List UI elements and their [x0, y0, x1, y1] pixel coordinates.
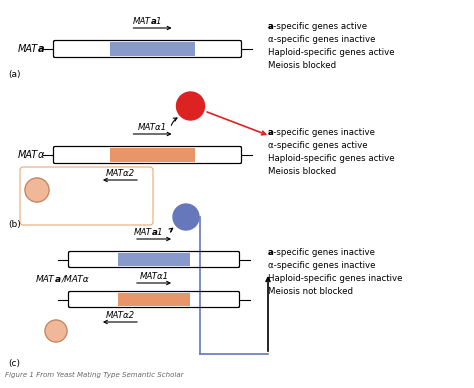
Text: (b): (b) [8, 220, 21, 229]
Bar [118, 293, 190, 306]
Text: MAT: MAT [134, 228, 152, 237]
Text: (c): (c) [8, 359, 20, 368]
Bar [118, 253, 190, 266]
Text: Haploid-specific genes active: Haploid-specific genes active [268, 154, 395, 163]
Text: a: a [152, 228, 158, 237]
Text: 1: 1 [155, 17, 161, 26]
Text: 1: 1 [157, 228, 163, 237]
Text: MATα1: MATα1 [139, 272, 169, 281]
Text: Meiosis blocked: Meiosis blocked [268, 61, 336, 70]
Text: a-specific genes inactive: a-specific genes inactive [268, 128, 375, 137]
Text: MATα1: MATα1 [138, 123, 167, 132]
Text: a: a [151, 17, 156, 26]
Bar [110, 148, 195, 162]
Text: a-specific genes active: a-specific genes active [268, 22, 367, 31]
Circle shape [176, 92, 204, 120]
Text: MAT: MAT [133, 17, 151, 26]
Text: MAT: MAT [18, 150, 38, 160]
Text: a: a [268, 22, 274, 31]
FancyBboxPatch shape [54, 40, 241, 57]
Text: α-specific genes inactive: α-specific genes inactive [268, 35, 375, 44]
Text: MAT: MAT [36, 275, 55, 284]
Bar [110, 42, 195, 56]
Text: MATα2: MATα2 [105, 169, 135, 178]
Text: α-specific genes active: α-specific genes active [268, 141, 368, 150]
Text: Haploid-specific genes inactive: Haploid-specific genes inactive [268, 274, 402, 283]
Text: Figure 1 From Yeast Mating Type Semantic Scholar: Figure 1 From Yeast Mating Type Semantic… [5, 372, 183, 378]
Text: (a): (a) [8, 70, 20, 79]
FancyBboxPatch shape [54, 147, 241, 163]
Text: α-specific genes inactive: α-specific genes inactive [268, 261, 375, 270]
Circle shape [173, 204, 199, 230]
FancyBboxPatch shape [69, 291, 239, 308]
Text: a: a [38, 44, 45, 54]
Text: Haploid-specific genes active: Haploid-specific genes active [268, 48, 395, 57]
Text: a: a [268, 248, 274, 257]
Text: Meiosis not blocked: Meiosis not blocked [268, 287, 353, 296]
Text: MAT: MAT [18, 44, 38, 54]
Text: a: a [55, 275, 61, 284]
FancyBboxPatch shape [69, 251, 239, 267]
Text: a-specific genes inactive: a-specific genes inactive [268, 248, 375, 257]
Text: a: a [268, 128, 274, 137]
Circle shape [25, 178, 49, 202]
Text: Meiosis blocked: Meiosis blocked [268, 167, 336, 176]
Text: α: α [38, 150, 45, 160]
Text: MATα2: MATα2 [105, 311, 135, 320]
Circle shape [45, 320, 67, 342]
Text: /MATα: /MATα [62, 275, 90, 284]
